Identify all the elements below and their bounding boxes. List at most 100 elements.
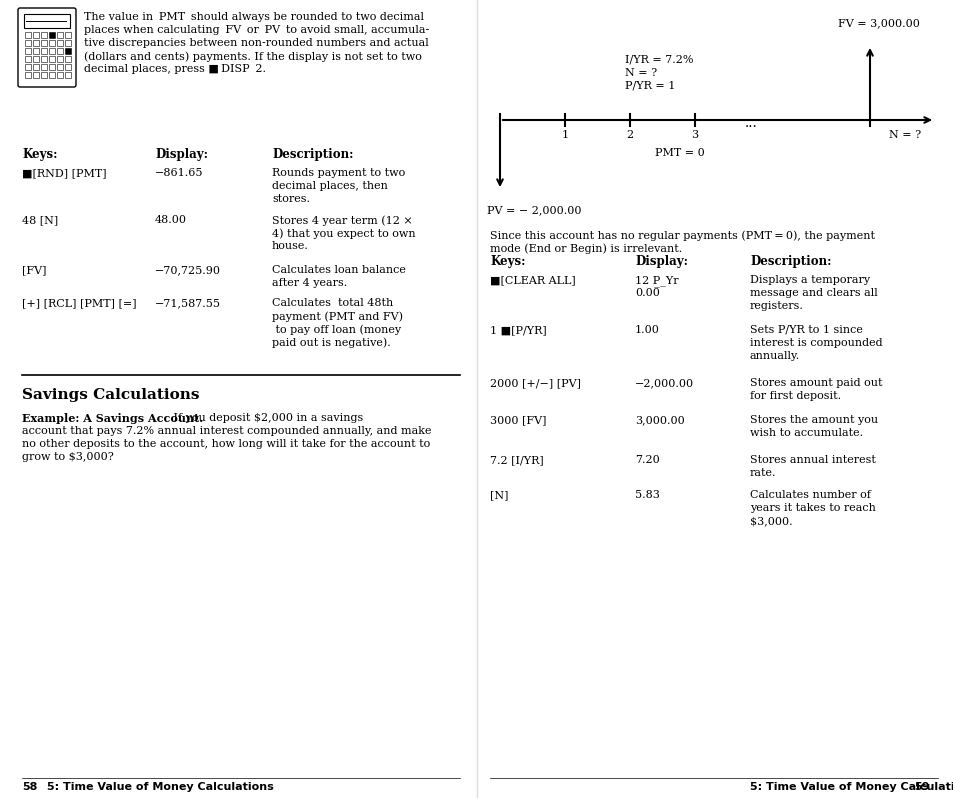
Text: −70,725.90: −70,725.90 [154,265,221,275]
Text: Example: A Savings Account.: Example: A Savings Account. [22,413,203,424]
Text: [FV]: [FV] [22,265,47,275]
Text: interest is compounded: interest is compounded [749,338,882,348]
Text: years it takes to reach: years it takes to reach [749,503,875,513]
Bar [57,40,63,46]
Text: 7.2 [I/YR]: 7.2 [I/YR] [490,455,543,465]
Text: 5: Time Value of Money Calculations: 5: Time Value of Money Calculations [749,782,953,792]
Text: 5: Time Value of Money Calculations: 5: Time Value of Money Calculations [47,782,274,792]
FancyBboxPatch shape [18,8,76,87]
Bar [65,56,71,62]
Text: FV = 3,000.00: FV = 3,000.00 [838,18,919,28]
Bar [65,48,71,54]
Bar [25,40,30,46]
Text: I/YR = 7.2%: I/YR = 7.2% [624,55,693,65]
Text: Display:: Display: [635,255,687,268]
Bar [65,64,71,70]
Text: $3,000.: $3,000. [749,516,792,526]
Bar [25,64,30,70]
Bar [49,64,55,70]
Text: Keys:: Keys: [22,148,57,161]
Text: 48 [N]: 48 [N] [22,215,58,225]
Bar [65,32,71,38]
Text: decimal places, press ■ DISP  2.: decimal places, press ■ DISP 2. [84,64,266,74]
Text: annually.: annually. [749,351,800,361]
Bar [65,72,71,78]
Text: 1: 1 [561,130,568,140]
Text: mode (End or Begin) is irrelevant.: mode (End or Begin) is irrelevant. [490,243,681,254]
Bar [41,72,47,78]
Text: ■[RND] [PMT]: ■[RND] [PMT] [22,168,107,178]
Text: 12 P_Yr: 12 P_Yr [635,275,678,286]
Text: Description:: Description: [749,255,831,268]
Text: for first deposit.: for first deposit. [749,391,841,401]
Bar [57,64,63,70]
Text: Displays a temporary: Displays a temporary [749,275,869,285]
Text: decimal places, then: decimal places, then [272,181,388,191]
Text: 1 ■[P/YR]: 1 ■[P/YR] [490,325,546,335]
Bar [65,40,71,46]
Text: Stores amount paid out: Stores amount paid out [749,378,882,388]
Text: places when calculating  FV  or  PV  to avoid small, accumula-: places when calculating FV or PV to avoi… [84,25,429,35]
Text: wish to accumulate.: wish to accumulate. [749,428,862,438]
Bar [41,40,47,46]
Text: [N]: [N] [490,490,508,500]
Text: 2000 [+/−] [PV]: 2000 [+/−] [PV] [490,378,580,388]
Bar [25,56,30,62]
Text: −2,000.00: −2,000.00 [635,378,694,388]
Text: grow to $3,000?: grow to $3,000? [22,452,113,462]
Text: 5.83: 5.83 [635,490,659,500]
Text: Rounds payment to two: Rounds payment to two [272,168,405,178]
Bar [25,32,30,38]
Bar [33,48,39,54]
Bar [24,14,70,28]
Text: rate.: rate. [749,468,776,478]
Bar [33,72,39,78]
Bar [25,48,30,54]
Text: message and clears all: message and clears all [749,288,877,298]
Text: Stores 4 year term (12 ×: Stores 4 year term (12 × [272,215,413,226]
Text: Savings Calculations: Savings Calculations [22,388,199,402]
Bar [57,56,63,62]
Text: Calculates  total 48th: Calculates total 48th [272,298,393,308]
Bar [41,56,47,62]
Bar [57,48,63,54]
Bar [41,32,47,38]
Text: PV = − 2,000.00: PV = − 2,000.00 [486,205,581,215]
Text: tive discrepancies between non-rounded numbers and actual: tive discrepancies between non-rounded n… [84,38,428,48]
Text: P/YR = 1: P/YR = 1 [624,81,675,91]
Text: after 4 years.: after 4 years. [272,278,347,288]
Text: no other deposits to the account, how long will it take for the account to: no other deposits to the account, how lo… [22,439,430,449]
Text: N = ?: N = ? [888,130,920,140]
Bar [49,72,55,78]
Text: (dollars and cents) payments. If the display is not set to two: (dollars and cents) payments. If the dis… [84,51,421,61]
Bar [49,48,55,54]
Text: [+] [RCL] [PMT] [=]: [+] [RCL] [PMT] [=] [22,298,136,308]
Text: 1.00: 1.00 [635,325,659,335]
Bar [33,40,39,46]
Text: Description:: Description: [272,148,354,161]
Text: ...: ... [744,116,757,130]
Text: Calculates number of: Calculates number of [749,490,870,500]
Text: Calculates loan balance: Calculates loan balance [272,265,405,275]
Bar [41,48,47,54]
Text: 58: 58 [22,782,37,792]
Text: paid out is negative).: paid out is negative). [272,337,391,348]
Text: 3,000.00: 3,000.00 [635,415,684,425]
Text: 48.00: 48.00 [154,215,187,225]
Text: 7.20: 7.20 [635,455,659,465]
Text: −71,587.55: −71,587.55 [154,298,221,308]
Bar [25,72,30,78]
Text: 59: 59 [914,782,929,792]
Text: payment (PMT and FV): payment (PMT and FV) [272,311,402,322]
Text: PMT = 0: PMT = 0 [655,148,704,158]
Text: account that pays 7.2% annual interest compounded annually, and make: account that pays 7.2% annual interest c… [22,426,431,436]
Text: Since this account has no regular payments (PMT = 0), the payment: Since this account has no regular paymen… [490,230,874,240]
Text: 0.00̅: 0.00̅ [635,288,659,298]
Bar [33,32,39,38]
Text: Sets P/YR to 1 since: Sets P/YR to 1 since [749,325,862,335]
Text: 4) that you expect to own: 4) that you expect to own [272,228,416,239]
Text: If you deposit $2,000 in a savings: If you deposit $2,000 in a savings [170,413,363,423]
Text: N = ?: N = ? [624,68,657,78]
Text: 3: 3 [691,130,698,140]
Bar [49,32,55,38]
